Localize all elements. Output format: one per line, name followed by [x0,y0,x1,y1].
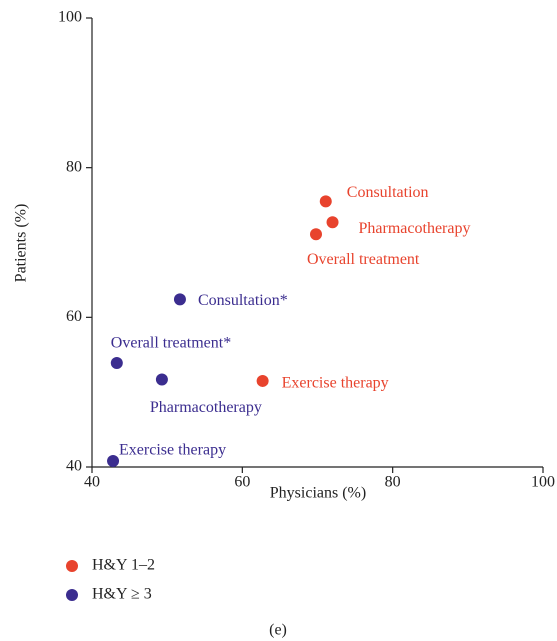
point [256,374,269,387]
x-tick-label: 60 [234,474,250,491]
point-label: Exercise therapy [282,375,389,392]
point [173,293,186,306]
point [110,356,123,369]
y-tick-label: 80 [66,158,82,175]
point [319,195,332,208]
point [309,228,322,241]
point-label: Pharmacotherapy [150,399,262,416]
point [155,373,168,386]
x-tick-label: 80 [385,474,401,491]
point-label: Exercise therapy [119,442,226,459]
caption: (e) [269,622,287,639]
point [326,216,339,229]
y-axis-label: Patients (%) [13,204,30,283]
x-axis-label: Physicians (%) [270,485,366,502]
legend-label: H&Y 1–2 [92,557,155,574]
point-label: Consultation* [198,292,288,309]
point-label: Overall treatment [307,251,420,268]
legend-label: H&Y ≥ 3 [92,586,152,603]
y-tick-label: 60 [66,308,82,325]
point-label: Consultation [347,184,429,201]
y-tick-label: 40 [66,458,82,475]
x-tick-label: 40 [84,474,100,491]
point [107,455,120,468]
legend-marker [66,589,78,601]
y-tick-label: 100 [58,9,82,26]
x-tick-label: 100 [531,474,555,491]
point-label: Pharmacotherapy [359,220,471,237]
legend-marker [66,560,78,572]
point-label: Overall treatment* [111,335,231,352]
